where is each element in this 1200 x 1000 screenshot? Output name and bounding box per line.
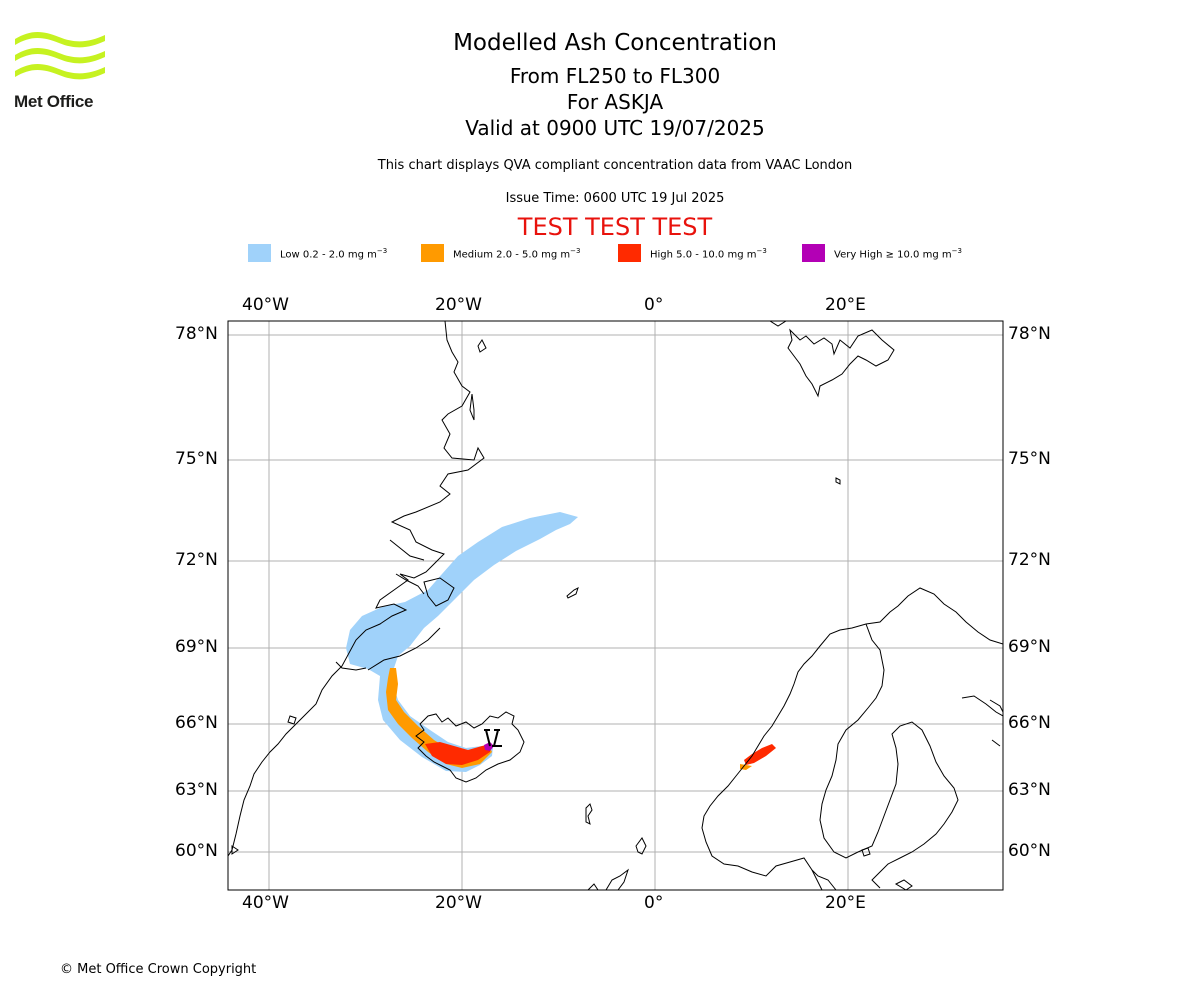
- ash-area-low: [346, 512, 578, 772]
- legend-swatch-low: [248, 244, 271, 262]
- graticule: [228, 321, 1003, 890]
- legend-label-high: High 5.0 - 10.0 mg m−3: [650, 247, 767, 261]
- lat-label-right-72n: 72°N: [1008, 550, 1051, 570]
- coastline-greenland-fjord: [423, 577, 455, 607]
- coastline-svalbard: [769, 321, 895, 398]
- coastline-greenland-inland: [389, 539, 425, 561]
- coastline-iceland: [415, 711, 525, 783]
- coastline-kola: [961, 695, 1003, 717]
- lon-label-bottom-20e: 20°E: [825, 893, 866, 913]
- ash-area-very-high: [484, 742, 494, 751]
- valid-time: Valid at 0900 UTC 19/07/2025: [465, 116, 765, 140]
- lat-label-right-69n: 69°N: [1008, 637, 1051, 657]
- coastline-island-4: [231, 845, 239, 855]
- lon-label-top-20w: 20°W: [435, 295, 482, 315]
- coastline-sweden-south: [811, 869, 837, 890]
- lat-label-left-66n: 66°N: [175, 713, 218, 733]
- lat-label-left-75n: 75°N: [175, 449, 218, 469]
- ash-area-norway: [744, 744, 776, 765]
- legend-swatch-very-high: [802, 244, 825, 262]
- ash-area-high: [425, 742, 490, 765]
- volcano-name: For ASKJA: [566, 90, 664, 114]
- coastline-greenland-fjord-2: [335, 661, 367, 671]
- lat-label-right-78n: 78°N: [1008, 324, 1051, 344]
- test-banner: TEST TEST TEST: [517, 213, 713, 241]
- coastline-russia-east: [989, 699, 1003, 747]
- legend-swatch-high: [618, 244, 641, 262]
- legend-swatch-medium: [421, 244, 444, 262]
- legend-label-low: Low 0.2 - 2.0 mg m−3: [280, 247, 388, 261]
- met-office-wave-icon: [15, 31, 105, 80]
- compliance-note: This chart displays QVA compliant concen…: [377, 158, 853, 173]
- ash-area-norway-medium: [740, 764, 752, 770]
- met-office-logo: Met Office: [14, 30, 110, 114]
- lat-label-left-69n: 69°N: [175, 637, 218, 657]
- flight-level-range: From FL250 to FL300: [509, 64, 721, 88]
- coastline-norway: [701, 587, 1003, 890]
- lon-label-top-0: 0°: [644, 295, 664, 315]
- lat-label-right-66n: 66°N: [1008, 713, 1051, 733]
- lat-label-left-63n: 63°N: [175, 780, 218, 800]
- lat-label-right-63n: 63°N: [1008, 780, 1051, 800]
- map-frame: [227, 320, 1004, 891]
- coastline-island-2: [469, 393, 475, 421]
- copyright-notice: © Met Office Crown Copyright: [60, 962, 257, 977]
- coastlines: [228, 321, 1003, 890]
- coastline-baltic-islands: [861, 847, 913, 890]
- legend-label-medium: Medium 2.0 - 5.0 mg m−3: [453, 247, 581, 261]
- coastline-greenland-inner: [395, 573, 425, 595]
- lon-label-bottom-20w: 20°W: [435, 893, 482, 913]
- lon-label-bottom-40w: 40°W: [242, 893, 289, 913]
- issue-time: Issue Time: 0600 UTC 19 Jul 2025: [505, 191, 725, 206]
- lat-label-left-78n: 78°N: [175, 324, 218, 344]
- coastline-island-3: [287, 715, 297, 725]
- coastline-scotland: [587, 868, 629, 890]
- logo-text: Met Office: [14, 92, 94, 111]
- lon-label-top-20e: 20°E: [825, 295, 866, 315]
- lat-label-left-72n: 72°N: [175, 550, 218, 570]
- coastline-faroes: [585, 803, 593, 825]
- askja-volcano-icon: [484, 729, 502, 747]
- coastline-shetland: [635, 837, 647, 855]
- lat-label-right-75n: 75°N: [1008, 449, 1051, 469]
- coastline-jan-mayen: [566, 587, 579, 599]
- coastline-island-1: [477, 339, 487, 353]
- coastline-sweden-finland: [819, 623, 959, 889]
- coastline-bear-island: [835, 477, 841, 485]
- chart-title: Modelled Ash Concentration: [453, 30, 777, 56]
- lat-label-right-60n: 60°N: [1008, 841, 1051, 861]
- lon-label-top-40w: 40°W: [242, 295, 289, 315]
- coastline-greenland-sea-ice: [367, 627, 441, 671]
- lon-label-bottom-0: 0°: [644, 893, 664, 913]
- lat-label-left-60n: 60°N: [175, 841, 218, 861]
- legend-label-very-high: Very High ≥ 10.0 mg m−3: [834, 247, 962, 261]
- coastline-greenland: [228, 321, 485, 857]
